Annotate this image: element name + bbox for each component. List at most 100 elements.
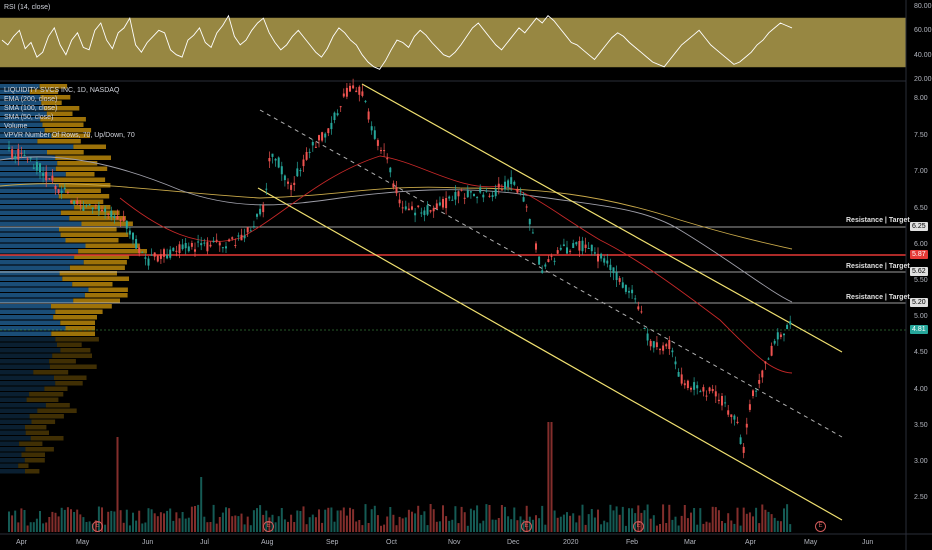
volume-bar	[107, 511, 110, 532]
vpvr-bar-up	[0, 194, 59, 199]
volume-bar	[603, 520, 606, 532]
candle-body	[407, 208, 410, 211]
candle-body	[448, 196, 451, 199]
volume-bar	[463, 512, 466, 532]
volume-bar	[733, 523, 736, 532]
candle-body	[333, 112, 336, 120]
vpvr-bar-up	[0, 249, 79, 254]
resistance-label-625: Resistance | Target	[846, 217, 910, 224]
candle-body	[739, 437, 742, 444]
legend-sma-50[interactable]: SMA (50, close)	[4, 114, 54, 121]
volume-bar	[370, 509, 373, 532]
candle-body	[460, 189, 463, 191]
candle-body	[640, 311, 643, 313]
volume-bar	[280, 508, 283, 532]
volume-bar	[442, 505, 444, 532]
earnings-marker[interactable]: E	[263, 521, 274, 532]
volume-bar	[742, 507, 745, 532]
candle-body	[85, 204, 88, 206]
candle-body	[417, 205, 420, 207]
candle-body	[311, 142, 314, 146]
candle-body	[708, 387, 711, 392]
legend-ema-200[interactable]: EMA (200, close)	[4, 96, 58, 103]
earnings-marker[interactable]: E	[92, 521, 103, 532]
candle-body	[197, 241, 200, 243]
vpvr-bar-down	[49, 364, 97, 369]
candle-body	[265, 188, 268, 190]
volume-bar	[215, 523, 218, 532]
candle-body	[376, 140, 379, 146]
time-axis-label: Apr	[745, 539, 756, 546]
candle-body	[243, 235, 246, 239]
candle-body	[237, 235, 240, 237]
candle-body	[144, 257, 147, 259]
candle-body	[169, 249, 172, 258]
vpvr-bar-down	[52, 353, 92, 358]
candle-body	[643, 328, 646, 329]
volume-bar	[435, 521, 438, 532]
candle-body	[138, 247, 141, 254]
legend-vpvr[interactable]: VPVR Number Of Rows, 70, Up/Down, 70	[4, 132, 135, 139]
candle-body	[432, 208, 435, 212]
vpvr-bar-down	[25, 425, 47, 430]
candle-body	[156, 255, 159, 262]
candle-body	[147, 258, 150, 266]
earnings-marker[interactable]: E	[815, 521, 826, 532]
volume-bar	[612, 510, 615, 532]
volume-bar	[637, 505, 640, 532]
candle-body	[318, 135, 320, 141]
volume-bar	[643, 510, 646, 532]
volume-bar	[200, 477, 203, 532]
vpvr-bar-up	[0, 293, 85, 298]
volume-bar	[690, 512, 692, 532]
legend-volume[interactable]: Volume	[4, 123, 28, 130]
time-axis-label: Jun	[142, 539, 154, 546]
volume-bar	[39, 511, 41, 532]
symbol-title[interactable]: LIQUIDITY SVCS INC, 1D, NASDAQ	[4, 87, 120, 94]
vpvr-bar-up	[0, 205, 75, 210]
volume-bar	[42, 523, 45, 532]
candle-body	[26, 158, 29, 160]
candle-body	[252, 226, 255, 228]
vpvr-bar-up	[0, 287, 89, 292]
volume-bar	[287, 521, 289, 532]
candle-body	[45, 171, 48, 181]
time-axis-label: Dec	[507, 539, 520, 546]
volume-bar	[789, 524, 792, 532]
volume-bar	[466, 525, 469, 532]
vpvr-bar-down	[39, 84, 68, 89]
legend-sma-100[interactable]: SMA (100, close)	[4, 105, 58, 112]
candle-body	[562, 244, 565, 246]
earnings-marker[interactable]: E	[521, 521, 532, 532]
vpvr-bar-up	[0, 161, 58, 166]
candle-body	[277, 157, 280, 168]
candle-body	[634, 298, 637, 300]
candle-body	[721, 396, 723, 406]
earnings-marker[interactable]: E	[633, 521, 644, 532]
candle-body	[308, 151, 311, 153]
volume-bar	[460, 506, 463, 532]
volume-bar	[97, 506, 100, 532]
candle-body	[752, 390, 754, 396]
candle-body	[742, 446, 745, 453]
candle-body	[361, 91, 364, 96]
candle-body	[621, 282, 624, 288]
candle-body	[280, 166, 283, 175]
candle-body	[330, 122, 333, 130]
volume-bar	[240, 513, 243, 532]
candle-body	[283, 175, 286, 181]
vpvr-bar-down	[54, 375, 87, 380]
volume-bar	[197, 504, 200, 532]
volume-bar	[252, 510, 255, 532]
vpvr-bar-up	[0, 353, 53, 358]
volume-bar	[448, 520, 451, 532]
candle-body	[246, 227, 249, 233]
candle-body	[88, 204, 91, 206]
volume-bar	[380, 525, 382, 532]
vpvr-bar-down	[74, 205, 111, 210]
vpvr-bar-down	[25, 469, 40, 474]
candle-body	[779, 334, 782, 337]
time-axis-label: Oct	[386, 539, 397, 546]
vpvr-bar-down	[78, 249, 147, 254]
